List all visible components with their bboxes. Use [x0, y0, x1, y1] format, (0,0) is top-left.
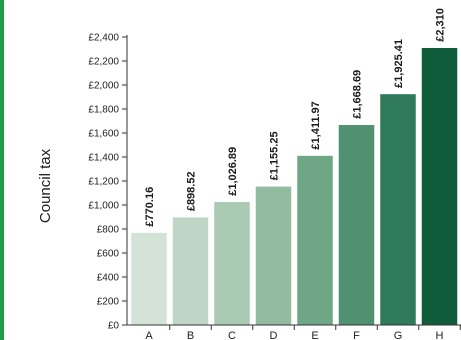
bar-value-label: £770.16: [144, 187, 156, 227]
x-tick-label: C: [228, 330, 236, 340]
bars-layer: £770.16 £898.52 £1,026.89 £1,155.25 £1,411.9…: [130, 8, 458, 326]
y-tick-label: £2,000: [88, 81, 119, 92]
x-tick-label: B: [187, 330, 194, 340]
bar: [255, 186, 292, 326]
y-tick-label: £400: [97, 273, 120, 284]
bar-value-label: £2,310: [435, 8, 447, 42]
x-tick-label: F: [353, 330, 360, 340]
x-tick-label: A: [145, 330, 153, 340]
x-tick-label: H: [436, 330, 444, 340]
x-tick-label: G: [394, 330, 403, 340]
y-tick-label: £800: [97, 225, 120, 236]
bar: [296, 155, 334, 326]
y-tick-label: £600: [97, 249, 120, 260]
bar-value-label: £1,668.69: [352, 70, 364, 119]
bar: [213, 201, 251, 326]
y-tick-label: £1,800: [88, 105, 119, 116]
bar-value-label: £1,026.89: [227, 147, 239, 196]
y-tick-label: £2,400: [88, 33, 119, 44]
bar-value-label: £1,155.25: [269, 131, 281, 180]
y-tick-label: £0: [108, 321, 120, 332]
bar-value-label: £1,411.97: [310, 101, 322, 149]
y-tick-label: £200: [97, 297, 120, 308]
y-tick-label: £2,200: [88, 57, 119, 68]
bar: [172, 216, 209, 326]
y-tick-label: £1,200: [88, 177, 119, 188]
x-tick-label: D: [270, 330, 278, 340]
bar: [421, 47, 458, 326]
bar: [379, 93, 417, 326]
bar-value-label: £1,925.41: [393, 39, 405, 88]
bar-value-label: £898.52: [186, 171, 198, 211]
y-tick-label: £1,400: [88, 153, 119, 164]
y-tick-label: £1,600: [88, 129, 119, 140]
axes-layer: £0 £200 £400 £600 £800 £1,000 £1,200 £1,400 £1,6…: [88, 33, 461, 340]
x-tick-label: E: [311, 330, 318, 340]
bar: [130, 232, 168, 326]
bar: [338, 124, 375, 326]
y-tick-label: £1,000: [88, 201, 119, 212]
chart-border-left: [0, 0, 4, 340]
y-axis-title: Council tax: [37, 148, 54, 223]
